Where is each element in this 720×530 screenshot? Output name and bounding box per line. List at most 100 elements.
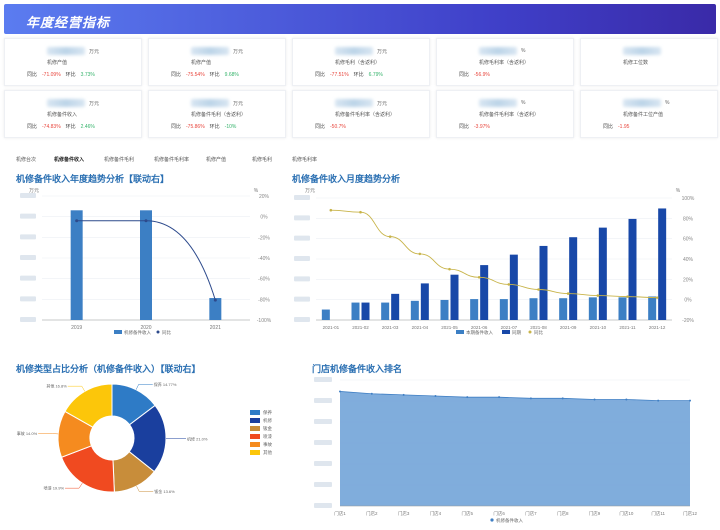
kpi-mom-label: 环比: [65, 72, 76, 78]
legend-swatch: [114, 330, 122, 334]
line-point: [144, 219, 148, 223]
kpi-yoy-label: 同比: [171, 124, 182, 130]
kpi-value-blurred: [479, 99, 517, 107]
kpi-card[interactable]: 万元 机修备件毛利（含返利） 同比 -75.86% 环比 -10%: [148, 90, 286, 138]
x-tick-label: 门店9: [589, 510, 601, 517]
legend-label: 同比: [534, 329, 543, 336]
kpi-value-blurred: [479, 47, 517, 55]
y2-tick-label: 100%: [682, 196, 695, 202]
y-tick-blurred: [314, 398, 332, 403]
tab-1[interactable]: 机修台次: [16, 157, 37, 163]
kpi-unit: %: [521, 100, 526, 106]
bar: [499, 299, 508, 320]
tab-5[interactable]: 机修产值: [206, 157, 227, 163]
y-tick-blurred: [20, 213, 36, 219]
kpi-card[interactable]: % 机修备件毛利率（含返利） 同比 -3.97%: [436, 90, 574, 138]
y-tick-blurred: [314, 377, 332, 382]
kpi-card[interactable]: 万元 机修产值 同比 -75.54% 环比 9.68%: [148, 38, 286, 86]
legend-swatch: [250, 434, 260, 439]
tab-3[interactable]: 机修备件毛利: [104, 157, 135, 163]
label-leader: [136, 486, 154, 492]
tab-6[interactable]: 机修毛利: [252, 157, 273, 163]
x-tick-label: 2021-05: [441, 325, 458, 330]
kpi-yoy-label: 同比: [459, 72, 470, 78]
kpi-card[interactable]: % 机修毛利率（含返利） 同比 -56.9%: [436, 38, 574, 86]
legend-label: 钣金: [263, 425, 272, 432]
y2-tick-label: -60%: [258, 277, 270, 283]
bar: [628, 218, 637, 320]
slice-label: 喷漆 19.9%: [44, 485, 65, 491]
line-point: [596, 294, 600, 297]
page-title: 年度经营指标: [26, 15, 111, 30]
y-tick-blurred: [20, 296, 36, 302]
slice-label: 事故 14.0%: [17, 430, 38, 436]
kpi-card[interactable]: 万元 机修毛利（含返利） 同比 -77.51% 环比 6.79%: [292, 38, 430, 86]
tab-4[interactable]: 机修备件毛利率: [154, 157, 190, 163]
line-point: [507, 283, 511, 286]
y-tick-blurred: [294, 296, 310, 302]
kpi-yoy-value: -75.86%: [186, 124, 205, 130]
y2-tick-label: 0%: [684, 298, 692, 304]
legend-label: 事故: [263, 441, 272, 448]
y-tick-blurred: [314, 440, 332, 445]
x-tick-label: 2021-06: [471, 325, 488, 330]
kpi-mom-label: 环比: [209, 124, 220, 130]
line-point: [625, 398, 628, 401]
kpi-value-blurred: [335, 99, 373, 107]
kpi-card[interactable]: 万元 机修备件毛利率（含返利） 同比 -50.7%: [292, 90, 430, 138]
tab-2[interactable]: 机修备件收入: [54, 157, 85, 163]
kpi-card[interactable]: % 机修备件工位产值 同比 -1.95: [580, 90, 718, 138]
y-tick-blurred: [20, 193, 36, 198]
pie-slice: [64, 383, 113, 428]
y2-axis-label: %: [676, 188, 681, 194]
y2-tick-label: -40%: [258, 256, 270, 262]
kpi-yoy-value: -50.7%: [330, 124, 346, 130]
bar: [529, 298, 538, 320]
y-tick-blurred: [314, 419, 332, 424]
series-line: [339, 391, 690, 402]
bar: [658, 208, 667, 320]
bar: [391, 293, 400, 320]
kpi-card[interactable]: 万元 机修产值 同比 -71.09% 环比 3.73%: [4, 38, 142, 86]
kpi-unit: 万元: [233, 101, 244, 107]
kpi-yoy-value: -77.51%: [330, 72, 349, 78]
kpi-yoy-value: -74.83%: [42, 124, 61, 130]
line-point: [388, 235, 392, 238]
x-tick-label: 2021-02: [352, 325, 369, 330]
kpi-unit: 万元: [377, 49, 388, 55]
metric-tabs: 机修台次 机修备件收入 机修备件毛利 机修备件毛利率 机修产值 机修毛利 机修毛利率: [16, 156, 716, 166]
x-tick-label: 门店10: [619, 510, 634, 517]
kpi-card[interactable]: 机修工位数: [580, 38, 718, 86]
series-line: [330, 209, 658, 299]
bar: [470, 299, 479, 320]
bar: [539, 245, 548, 320]
bar: [618, 297, 627, 320]
bar: [361, 302, 370, 320]
monthly-chart-title: 机修备件收入月度趋势分析: [292, 174, 401, 184]
line-point: [359, 210, 362, 214]
bar: [648, 296, 657, 320]
legend-swatch: [528, 330, 532, 334]
y2-tick-label: 40%: [683, 257, 694, 263]
kpi-name: 机修工位数: [623, 60, 649, 66]
tab-7[interactable]: 机修毛利率: [292, 157, 318, 163]
line-point: [477, 276, 481, 279]
x-tick-label: 门店11: [651, 510, 665, 517]
y-tick-blurred: [294, 215, 310, 221]
line-point: [370, 392, 373, 395]
kpi-yoy-value: -56.9%: [474, 72, 490, 78]
line-point: [75, 219, 79, 223]
kpi-value-blurred: [47, 47, 85, 55]
bar: [440, 299, 449, 320]
line-point: [529, 397, 532, 400]
kpi-compare: 同比 -1.95: [603, 123, 634, 130]
line-point: [593, 398, 596, 401]
kpi-card[interactable]: 万元 机修备件收入 同比 -74.83% 环比 2.46%: [4, 90, 142, 138]
area-fill: [340, 391, 690, 506]
bar: [70, 210, 83, 320]
kpi-unit: %: [665, 100, 670, 106]
store-ranking-chart: 门店1 门店2 门店3 门店4 门店5 门店6 门店7 门店8 门店9 门店10 门店11 门店12 机…: [314, 377, 697, 524]
bar: [588, 297, 597, 320]
kpi-yoy-value: -3.97%: [474, 124, 490, 130]
kpi-value-blurred: [623, 99, 661, 107]
